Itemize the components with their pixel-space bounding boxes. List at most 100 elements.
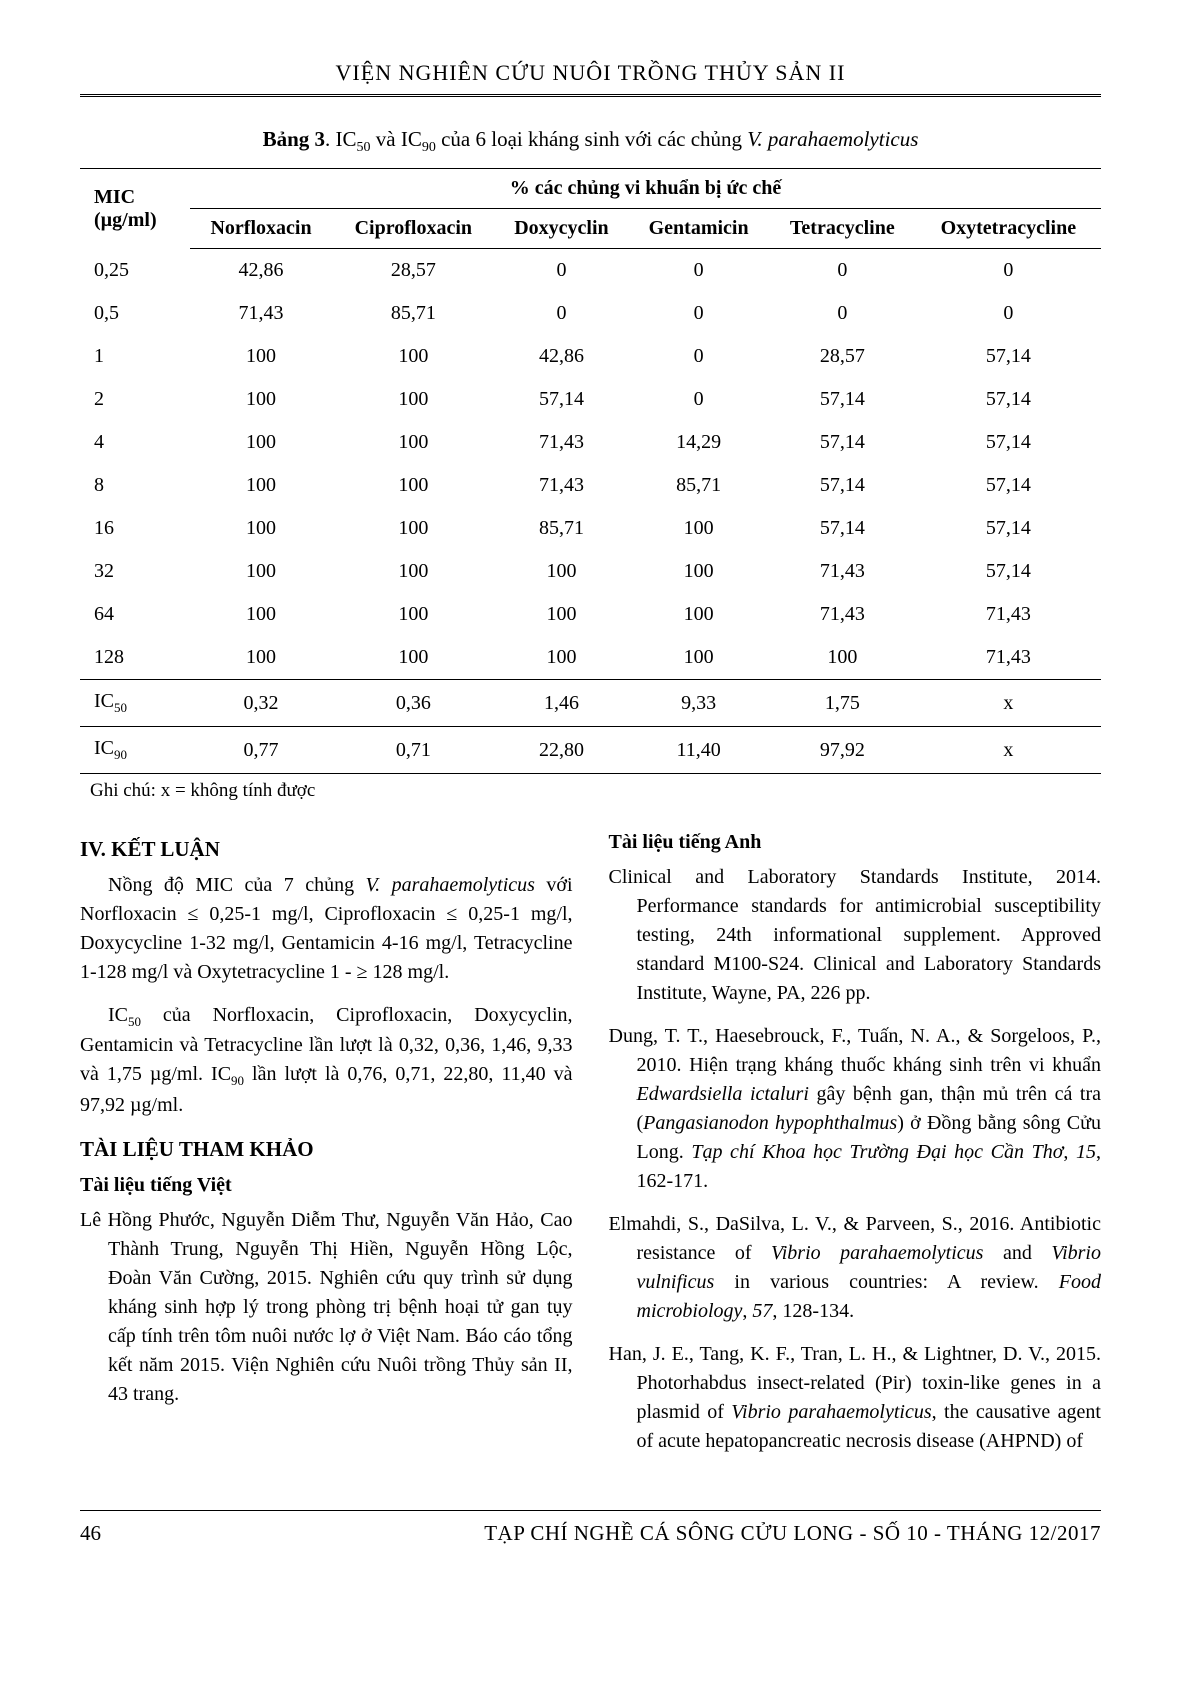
mic-cell: 8: [80, 464, 190, 507]
data-cell: x: [916, 727, 1101, 774]
ic50-label: IC50: [80, 680, 190, 727]
data-cell: 0,32: [190, 680, 332, 727]
data-cell: 100: [332, 550, 495, 593]
caption-text: . IC: [325, 127, 357, 151]
data-cell: 0: [495, 249, 629, 293]
p2s2: 90: [231, 1073, 244, 1088]
p2s1: 50: [128, 1014, 141, 1029]
ic90-row: IC900,770,7122,8011,4097,92x: [80, 727, 1101, 774]
p2a: IC: [108, 1004, 128, 1026]
refs-en-heading: Tài liệu tiếng Anh: [609, 828, 1102, 857]
data-cell: 57,14: [769, 421, 916, 464]
col-5: Oxytetracycline: [916, 209, 1101, 249]
data-cell: 0: [769, 249, 916, 293]
data-cell: 71,43: [495, 421, 629, 464]
data-cell: 0: [628, 292, 769, 335]
r2j: Tạp chí Khoa học Trường Đại học Cần Thơ: [691, 1141, 1063, 1163]
col-4: Tetracycline: [769, 209, 916, 249]
r2v: 15: [1076, 1141, 1096, 1163]
ref-vi-1: Lê Hồng Phước, Nguyễn Diễm Thư, Nguyễn V…: [80, 1206, 573, 1409]
data-cell: 0: [628, 335, 769, 378]
data-cell: 100: [190, 464, 332, 507]
right-column: Tài liệu tiếng Anh Clinical and Laborato…: [609, 828, 1102, 1470]
ref-en-4: Han, J. E., Tang, K. F., Tran, L. H., & …: [609, 1340, 1102, 1456]
page-number: 46: [80, 1521, 101, 1546]
r3c: in various countries: A review.: [714, 1271, 1059, 1293]
p1a: Nồng độ MIC của 7 chủng: [108, 874, 366, 896]
mic-cell: 128: [80, 636, 190, 680]
th-span: % các chủng vi khuẩn bị ức chế: [190, 169, 1101, 209]
data-cell: 0: [916, 292, 1101, 335]
data-cell: 28,57: [769, 335, 916, 378]
data-cell: 0: [628, 249, 769, 293]
data-cell: 100: [190, 421, 332, 464]
r3b: and: [983, 1242, 1051, 1264]
para1: Nồng độ MIC của 7 chủng V. parahaemolyti…: [80, 871, 573, 987]
data-cell: 100: [628, 550, 769, 593]
data-cell: 85,71: [332, 292, 495, 335]
data-cell: 100: [332, 636, 495, 680]
data-cell: 0,71: [332, 727, 495, 774]
table-row: 6410010010010071,4371,43: [80, 593, 1101, 636]
ref-en-1: Clinical and Laboratory Standards Instit…: [609, 863, 1102, 1008]
data-cell: 71,43: [495, 464, 629, 507]
col-1: Ciprofloxacin: [332, 209, 495, 249]
data-cell: 57,14: [916, 507, 1101, 550]
table-row: 810010071,4385,7157,1457,14: [80, 464, 1101, 507]
caption-species: V. parahaemolyticus: [747, 127, 918, 151]
mic-table: MIC (µg/ml) % các chủng vi khuẩn bị ức c…: [80, 168, 1101, 774]
data-cell: 100: [190, 378, 332, 421]
data-cell: 57,14: [769, 507, 916, 550]
th-mic-text: MIC: [94, 186, 135, 208]
data-cell: 57,14: [769, 378, 916, 421]
data-cell: 97,92: [769, 727, 916, 774]
table-row: 110010042,86028,5757,14: [80, 335, 1101, 378]
ic90-label: IC90: [80, 727, 190, 774]
refs-vi-heading: Tài liệu tiếng Việt: [80, 1171, 573, 1200]
journal-title: TẠP CHÍ NGHỀ CÁ SÔNG CỬU LONG - SỐ 10 - …: [484, 1521, 1101, 1546]
data-cell: 71,43: [769, 550, 916, 593]
r3e: , 128-134.: [772, 1300, 854, 1322]
body-columns: IV. KẾT LUẬN Nồng độ MIC của 7 chủng V. …: [80, 828, 1101, 1470]
data-cell: 100: [190, 636, 332, 680]
data-cell: 100: [190, 593, 332, 636]
table-row: 12810010010010010071,43: [80, 636, 1101, 680]
p1sp: V. parahaemolyticus: [366, 874, 535, 896]
mic-cell: 1: [80, 335, 190, 378]
para2: IC50 của Norfloxacin, Ciprofloxacin, Dox…: [80, 1001, 573, 1121]
mic-cell: 2: [80, 378, 190, 421]
data-cell: 0,77: [190, 727, 332, 774]
mic-cell: 4: [80, 421, 190, 464]
mic-cell: 32: [80, 550, 190, 593]
table-note: Ghi chú: x = không tính được: [80, 780, 1101, 802]
r2sp2: Pangasianodon hypophthalmus: [643, 1112, 897, 1134]
r2d: ,: [1063, 1141, 1076, 1163]
mic-cell: 16: [80, 507, 190, 550]
caption-sub2: 90: [422, 140, 436, 155]
mic-cell: 64: [80, 593, 190, 636]
data-cell: 100: [769, 636, 916, 680]
data-cell: 11,40: [628, 727, 769, 774]
r4sp: Vibrio parahaemolyticus: [731, 1401, 931, 1423]
caption-after: của 6 loại kháng sinh với các chủng: [436, 127, 747, 151]
page-footer: 46 TẠP CHÍ NGHỀ CÁ SÔNG CỬU LONG - SỐ 10…: [80, 1510, 1101, 1546]
ic50-row: IC500,320,361,469,331,75x: [80, 680, 1101, 727]
ref-en-2: Dung, T. T., Haesebrouck, F., Tuấn, N. A…: [609, 1022, 1102, 1196]
mic-cell: 0,25: [80, 249, 190, 293]
col-3: Gentamicin: [628, 209, 769, 249]
data-cell: 0: [916, 249, 1101, 293]
data-cell: 100: [332, 507, 495, 550]
data-cell: 100: [190, 507, 332, 550]
th-unit: (µg/ml): [94, 209, 157, 231]
page-header: VIỆN NGHIÊN CỨU NUÔI TRỒNG THỦY SẢN II: [80, 60, 1101, 97]
data-cell: 100: [332, 464, 495, 507]
data-cell: 71,43: [769, 593, 916, 636]
data-cell: 57,14: [495, 378, 629, 421]
table-caption: Bảng 3. IC50 và IC90 của 6 loại kháng si…: [80, 127, 1101, 156]
data-cell: 57,14: [916, 464, 1101, 507]
data-cell: x: [916, 680, 1101, 727]
data-cell: 71,43: [916, 593, 1101, 636]
r3d: ,: [742, 1300, 752, 1322]
data-cell: 71,43: [190, 292, 332, 335]
section4-heading: IV. KẾT LUẬN: [80, 834, 573, 864]
